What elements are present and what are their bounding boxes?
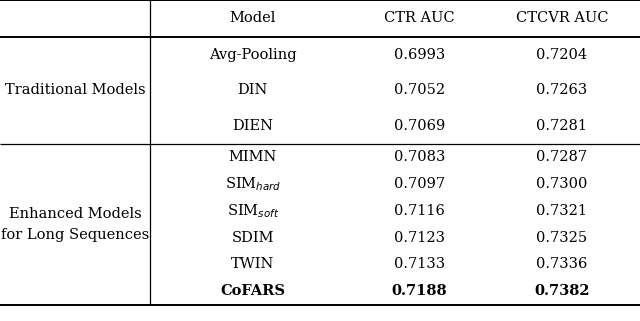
Text: 0.7325: 0.7325 bbox=[536, 230, 588, 245]
Text: 0.7069: 0.7069 bbox=[394, 119, 445, 133]
Text: 0.7382: 0.7382 bbox=[534, 284, 589, 298]
Text: SIM$_{soft}$: SIM$_{soft}$ bbox=[227, 202, 279, 220]
Text: CTR AUC: CTR AUC bbox=[384, 12, 454, 25]
Text: 0.7133: 0.7133 bbox=[394, 257, 445, 272]
Text: 0.7204: 0.7204 bbox=[536, 48, 588, 62]
Text: 0.7083: 0.7083 bbox=[394, 150, 445, 164]
Text: 0.6993: 0.6993 bbox=[394, 48, 445, 62]
Text: TWIN: TWIN bbox=[231, 257, 275, 272]
Text: DIEN: DIEN bbox=[232, 119, 273, 133]
Text: 0.7263: 0.7263 bbox=[536, 83, 588, 97]
Text: 0.7123: 0.7123 bbox=[394, 230, 445, 245]
Text: SIM$_{hard}$: SIM$_{hard}$ bbox=[225, 175, 281, 193]
Text: 0.7300: 0.7300 bbox=[536, 177, 588, 191]
Text: Avg-Pooling: Avg-Pooling bbox=[209, 48, 296, 62]
Text: 0.7116: 0.7116 bbox=[394, 204, 445, 218]
Text: DIN: DIN bbox=[237, 83, 268, 97]
Text: 0.7097: 0.7097 bbox=[394, 177, 445, 191]
Text: CoFARS: CoFARS bbox=[220, 284, 285, 298]
Text: 0.7336: 0.7336 bbox=[536, 257, 588, 272]
Text: 0.7321: 0.7321 bbox=[536, 204, 588, 218]
Text: MIMN: MIMN bbox=[228, 150, 277, 164]
Text: SDIM: SDIM bbox=[232, 230, 274, 245]
Text: 0.7281: 0.7281 bbox=[536, 119, 588, 133]
Text: 0.7188: 0.7188 bbox=[392, 284, 447, 298]
Text: 0.7287: 0.7287 bbox=[536, 150, 588, 164]
Text: Model: Model bbox=[230, 12, 276, 25]
Text: Traditional Models: Traditional Models bbox=[5, 83, 146, 97]
Text: 0.7052: 0.7052 bbox=[394, 83, 445, 97]
Text: Enhanced Models
for Long Sequences: Enhanced Models for Long Sequences bbox=[1, 207, 150, 241]
Text: CTCVR AUC: CTCVR AUC bbox=[516, 12, 608, 25]
